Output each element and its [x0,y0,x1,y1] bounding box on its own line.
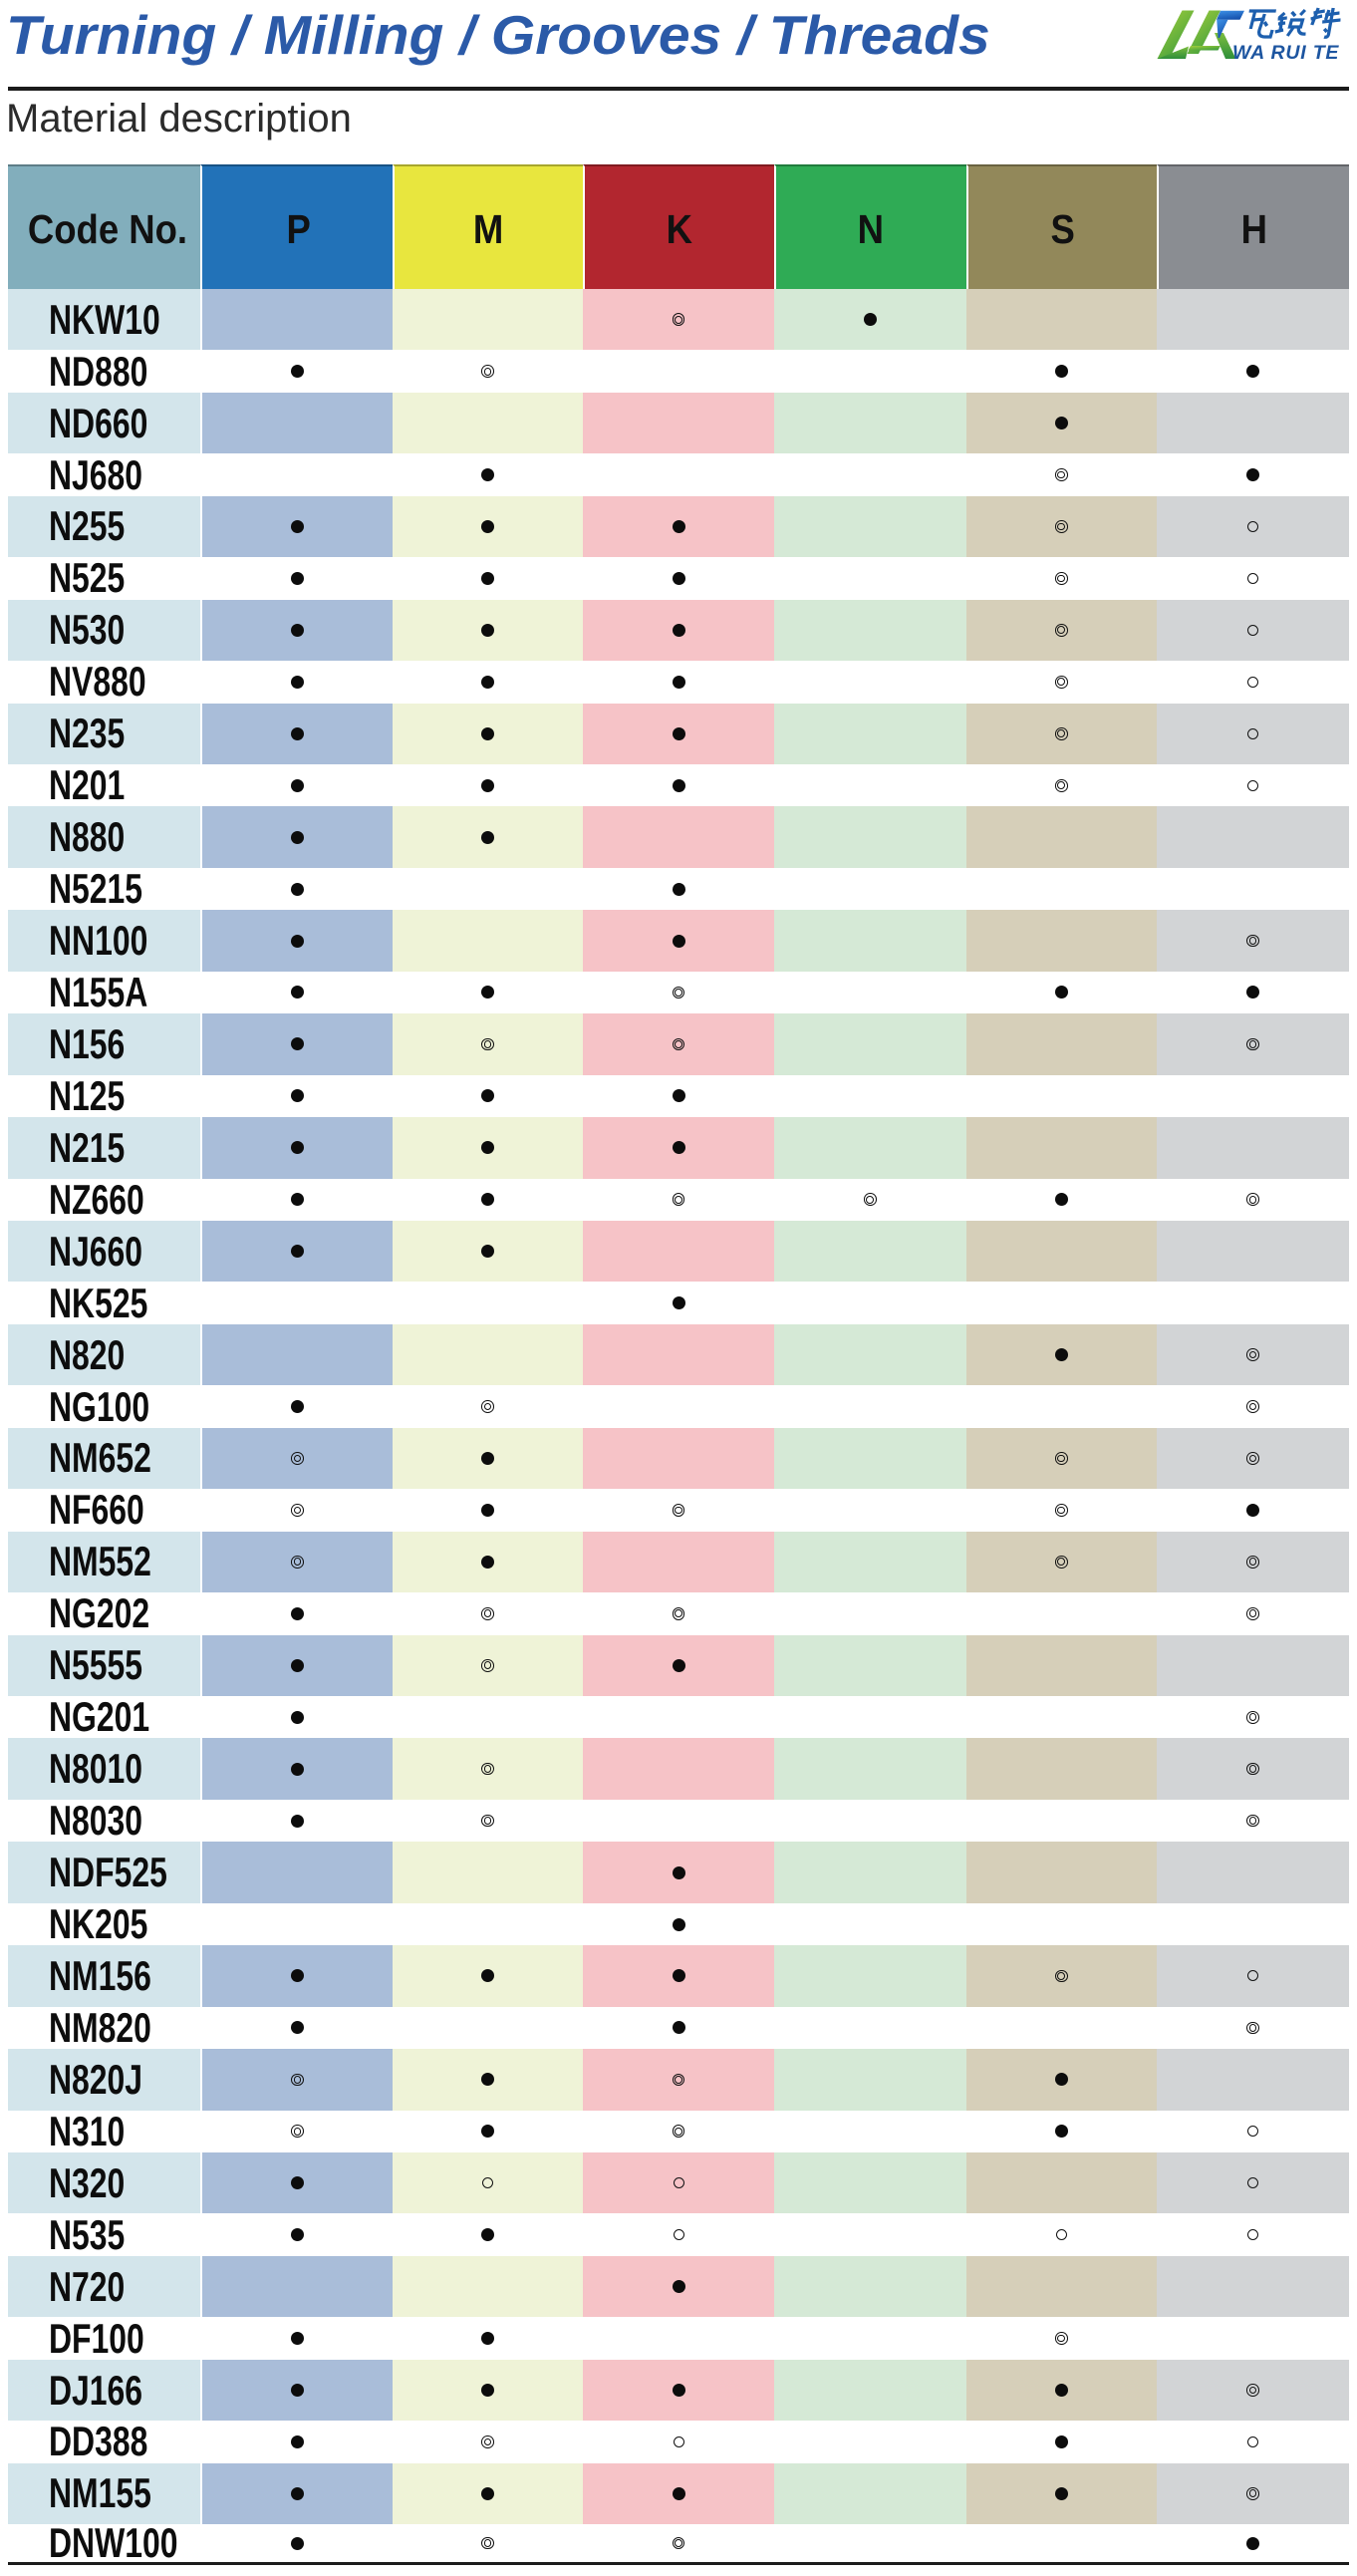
svg-text:WA RUI TE: WA RUI TE [1232,42,1339,64]
